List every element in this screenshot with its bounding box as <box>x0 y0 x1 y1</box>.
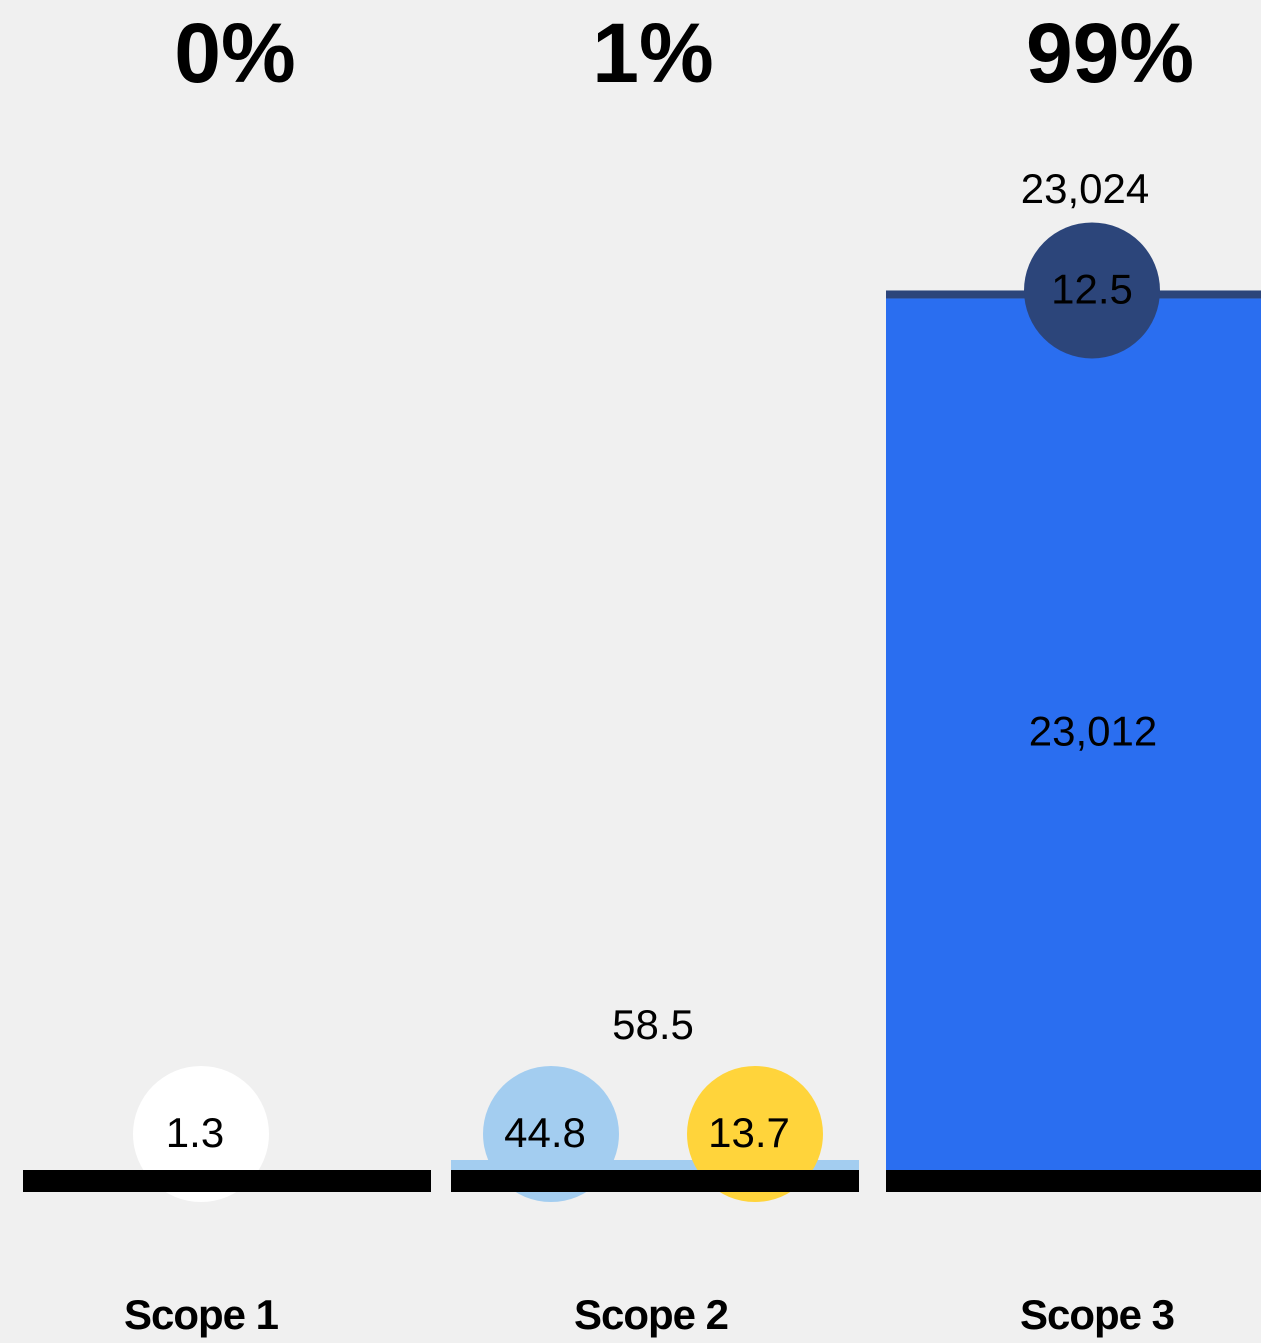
segment-label: 13.7 <box>708 1109 790 1156</box>
segment-circle <box>133 1066 269 1202</box>
segment-label: 23,012 <box>1029 707 1157 754</box>
share-label: 1% <box>592 6 713 100</box>
segment-circle <box>483 1066 619 1202</box>
segment-label: 12.5 <box>1051 266 1133 313</box>
category-label: Scope 3 <box>1020 1291 1174 1338</box>
segment-label: 1.3 <box>166 1109 224 1156</box>
total-label: 58.5 <box>612 1001 694 1048</box>
segment-label: 44.8 <box>504 1109 586 1156</box>
category-label: Scope 1 <box>124 1291 279 1338</box>
baseline <box>886 1170 1261 1192</box>
total-label: 23,024 <box>1021 165 1149 212</box>
category-label: Scope 2 <box>574 1291 728 1338</box>
segment-circle <box>687 1066 823 1202</box>
share-label: 99% <box>1026 6 1194 100</box>
bar-segment <box>886 298 1261 1171</box>
baseline <box>451 1170 859 1192</box>
segment-circle <box>1024 222 1160 359</box>
baseline <box>23 1170 431 1192</box>
share-label: 0% <box>174 6 295 100</box>
segment-strip <box>451 1160 859 1170</box>
